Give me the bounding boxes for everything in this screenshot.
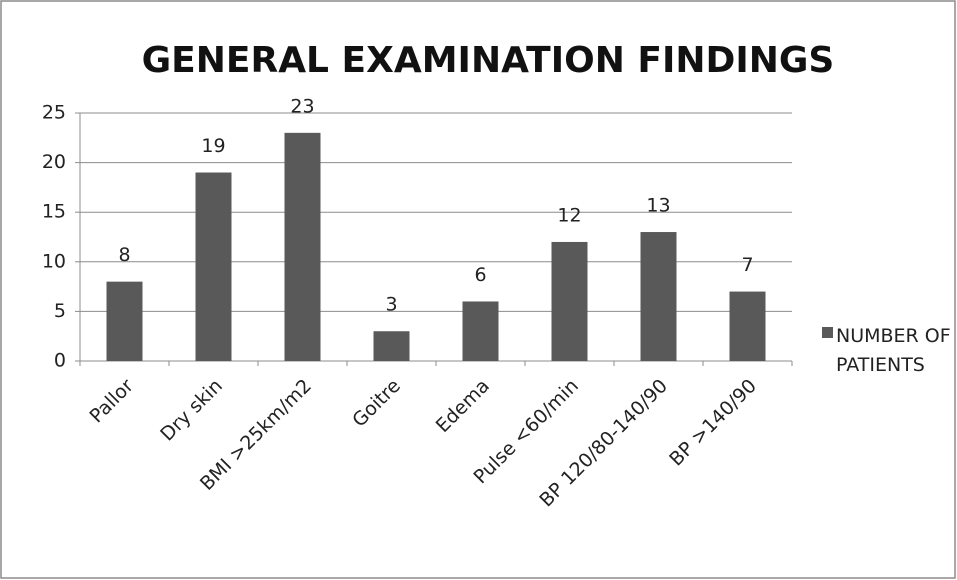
bar bbox=[551, 241, 588, 361]
x-tick-label: Pallor bbox=[85, 375, 138, 428]
y-tick-label: 10 bbox=[42, 250, 66, 272]
data-label: 12 bbox=[557, 204, 581, 226]
bar bbox=[106, 281, 143, 361]
y-tick-label: 15 bbox=[42, 201, 66, 223]
bar bbox=[284, 132, 321, 361]
x-tick-label: Edema bbox=[432, 375, 494, 437]
y-tick-label: 20 bbox=[42, 151, 66, 173]
data-label: 19 bbox=[201, 135, 225, 157]
bar bbox=[373, 331, 410, 361]
bar bbox=[729, 291, 766, 361]
legend-swatch bbox=[822, 327, 833, 338]
bar bbox=[462, 301, 499, 361]
data-label: 7 bbox=[741, 254, 753, 276]
chart-title: GENERAL EXAMINATION FINDINGS bbox=[142, 40, 835, 81]
bar bbox=[640, 232, 677, 361]
data-label: 3 bbox=[385, 294, 397, 316]
legend-label: NUMBER OF PATIENTS bbox=[836, 325, 951, 376]
data-label: 8 bbox=[118, 244, 130, 266]
x-tick-label: Dry skin bbox=[156, 375, 227, 446]
data-label: 23 bbox=[290, 95, 314, 117]
y-tick-label: 5 bbox=[54, 300, 66, 322]
x-tick-label: BP >140/90 bbox=[665, 375, 761, 471]
data-label: 13 bbox=[646, 195, 670, 217]
y-tick-label: 25 bbox=[42, 102, 66, 124]
data-label: 6 bbox=[474, 264, 486, 286]
x-tick-label: Goitre bbox=[348, 375, 405, 432]
y-tick-label: 0 bbox=[54, 350, 66, 372]
bar bbox=[195, 172, 232, 361]
